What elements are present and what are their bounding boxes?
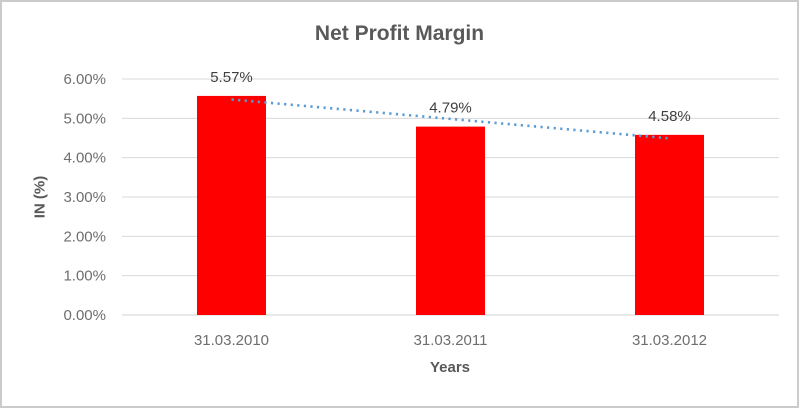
bar-data-label: 5.57% [210,69,253,86]
bar [416,126,485,316]
bar-data-label: 4.58% [648,108,691,125]
y-tick-label: 2.00% [63,228,106,245]
x-tick-label: 31.03.2010 [194,332,269,349]
x-axis-title: Years [429,359,471,376]
y-tick-label: 3.00% [63,189,106,206]
bar [197,95,266,315]
bar-data-label: 4.79% [429,100,472,117]
bar [635,134,704,315]
y-tick-label: 5.00% [63,110,106,127]
y-tick-label: 0.00% [63,307,106,324]
y-tick-label: 4.00% [63,150,106,167]
y-tick-label: 6.00% [63,71,106,88]
trendline [231,98,670,140]
x-tick-label: 31.03.2012 [632,332,707,349]
chart-title: Net Profit Margin [314,22,485,45]
y-tick-label: 1.00% [63,268,106,285]
x-tick-label: 31.03.2011 [414,332,488,349]
